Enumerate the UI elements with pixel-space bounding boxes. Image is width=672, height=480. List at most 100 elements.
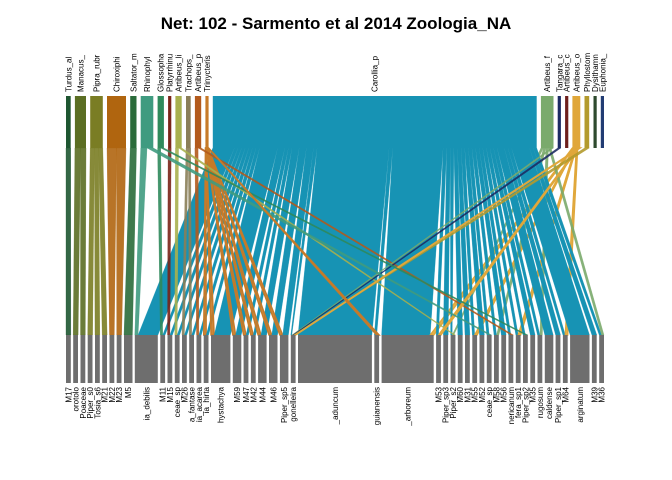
higher-level-bar <box>74 96 86 148</box>
interaction-link <box>123 147 137 336</box>
lower-level-bar <box>66 335 71 383</box>
lower-level-bar <box>73 335 78 383</box>
lower-level-bar <box>544 335 554 383</box>
higher-level-label: Artibeus_p <box>194 53 203 92</box>
higher-level-bar <box>205 96 209 148</box>
lower-level-label: M21 <box>101 386 110 402</box>
higher-level-label: Dysithamn <box>591 54 600 92</box>
lower-level-label: guianensis <box>373 387 382 425</box>
higher-level-bar <box>90 96 103 148</box>
lower-level-bar <box>537 335 543 383</box>
lower-level-bar <box>116 335 122 383</box>
lower-level-bar <box>279 335 289 383</box>
lower-level-bar <box>298 335 372 383</box>
lower-level-bar <box>196 335 202 383</box>
lower-level-bar <box>87 335 93 383</box>
higher-level-label: Saltator_m <box>129 53 138 92</box>
lower-level-label: fera_sp1 <box>514 386 523 418</box>
higher-level-label: Artibeus_f <box>543 55 552 92</box>
lower-level-label: _arboreum <box>404 387 413 427</box>
lower-level-bar <box>243 335 249 383</box>
interaction-link <box>98 147 108 336</box>
interaction-link <box>80 147 87 336</box>
lower-level-label: ia_debilis <box>142 387 151 420</box>
lower-level-label: M58 <box>493 386 502 402</box>
higher-level-bar <box>212 96 537 148</box>
lower-level-label: Piper_s0 <box>86 386 95 418</box>
lower-level-bar <box>160 335 166 383</box>
lower-level-label: M55 <box>471 386 480 402</box>
lower-level-bar <box>591 335 597 383</box>
lower-level-label: M42 <box>249 386 258 402</box>
lower-level-label: arginatum <box>576 387 585 423</box>
higher-level-label: Euphonia_ <box>598 53 607 92</box>
lower-level-bar <box>450 335 456 383</box>
lower-level-label: gonelleira <box>289 386 298 421</box>
lower-level-label: ceae_sp <box>173 386 182 417</box>
lower-level-label: M17 <box>64 386 73 402</box>
lower-level-bars <box>66 335 604 383</box>
lower-level-label: orotolo <box>72 386 81 411</box>
lower-level-label: M26 <box>180 386 189 402</box>
interaction-link <box>65 147 71 336</box>
higher-level-bar <box>600 96 604 148</box>
chart-title: Net: 102 - Sarmento et al 2014 Zoologia_… <box>161 14 512 33</box>
lower-level-bar <box>203 335 209 383</box>
lower-level-label: M11 <box>159 386 168 402</box>
higher-level-bar <box>565 96 569 148</box>
interaction-link <box>174 147 179 336</box>
lower-level-label: rugosum <box>536 387 545 418</box>
higher-level-bar <box>175 96 182 148</box>
lower-level-label: Piper_s2 <box>449 386 458 418</box>
interaction-link <box>87 147 95 336</box>
lower-level-label: Tosia_s6 <box>93 386 102 418</box>
lower-level-label: ia_hirta <box>202 386 211 413</box>
higher-level-bar <box>186 96 191 148</box>
higher-level-bar <box>157 96 164 148</box>
higher-level-bar <box>540 96 554 148</box>
higher-level-label: Manacus_ <box>77 55 86 92</box>
higher-level-labels: Turdus_al Manacus_ Pipra_rubr Chiroxiphi Sal… <box>64 53 607 92</box>
higher-level-bar <box>557 96 561 148</box>
higher-level-label: Phyllostom <box>583 53 592 92</box>
lower-level-label: M52 <box>478 386 487 402</box>
lower-level-bar <box>479 335 485 383</box>
lower-level-label: M31 <box>464 386 473 402</box>
higher-level-label: Tangara_c <box>555 55 564 92</box>
lower-level-bar <box>258 335 267 383</box>
higher-level-bars <box>66 96 604 148</box>
lower-level-label: a_fantase <box>188 386 197 422</box>
lower-level-labels: M17orotoloPoaceaePiper_s0Tosia_s6M21M22M… <box>64 386 606 426</box>
lower-level-label: M56 <box>500 386 509 402</box>
lower-level-bar <box>472 335 478 383</box>
higher-level-label: Trachops_ <box>184 54 193 92</box>
lower-level-label: M47 <box>242 386 251 402</box>
lower-level-bar <box>494 335 499 383</box>
lower-level-label: nericanum <box>507 387 516 425</box>
lower-level-bar <box>457 335 463 383</box>
lower-level-label: M15 <box>166 386 175 402</box>
higher-level-bar <box>572 96 581 148</box>
lower-level-label: ia_acarea <box>195 386 204 422</box>
lower-level-label: Poaceae <box>79 386 88 418</box>
higher-level-label: Turdus_al <box>64 57 73 93</box>
lower-level-bar <box>381 335 434 383</box>
lower-level-label: Piper_sp5 <box>280 386 289 423</box>
higher-level-label: Artibeus_o <box>572 53 581 92</box>
higher-level-bar <box>194 96 202 148</box>
lower-level-label: Piper_sp2 <box>521 386 530 423</box>
lower-level-bar <box>443 335 449 383</box>
lower-level-label: M60 <box>456 386 465 402</box>
higher-level-bar <box>107 96 126 148</box>
higher-level-label: Chiroxiphi <box>113 56 122 92</box>
lower-level-bar <box>555 335 561 383</box>
lower-level-bar <box>374 335 380 383</box>
lower-level-label: M39 <box>590 386 599 402</box>
lower-level-label: M23 <box>115 386 124 402</box>
lower-level-label: Piper_sp3 <box>442 386 451 423</box>
higher-level-bar <box>168 96 172 148</box>
lower-level-bar <box>599 335 604 383</box>
lower-level-bar <box>269 335 278 383</box>
lower-level-bar <box>436 335 441 383</box>
